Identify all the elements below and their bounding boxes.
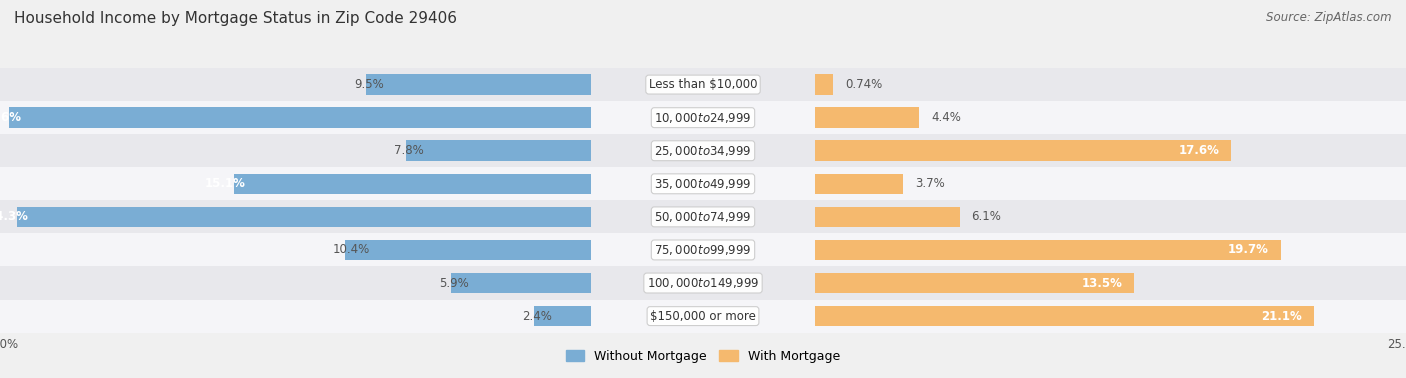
- Text: 24.6%: 24.6%: [0, 111, 21, 124]
- Bar: [815, 306, 1313, 326]
- Bar: [451, 273, 591, 293]
- Text: 19.7%: 19.7%: [1227, 243, 1270, 256]
- Bar: [591, 167, 815, 200]
- Text: 4.4%: 4.4%: [931, 111, 962, 124]
- Bar: [591, 200, 815, 234]
- Bar: [591, 134, 815, 167]
- Text: 17.6%: 17.6%: [1178, 144, 1219, 157]
- Bar: [815, 234, 1406, 266]
- Bar: [815, 74, 832, 95]
- Text: $75,000 to $99,999: $75,000 to $99,999: [654, 243, 752, 257]
- Bar: [0, 234, 591, 266]
- Bar: [815, 207, 959, 227]
- Bar: [0, 167, 591, 200]
- Text: 2.4%: 2.4%: [522, 310, 553, 322]
- Text: $150,000 or more: $150,000 or more: [650, 310, 756, 322]
- Text: $35,000 to $49,999: $35,000 to $49,999: [654, 177, 752, 191]
- Text: 13.5%: 13.5%: [1081, 277, 1122, 290]
- Bar: [0, 200, 591, 234]
- Bar: [815, 101, 1406, 134]
- Text: $100,000 to $149,999: $100,000 to $149,999: [647, 276, 759, 290]
- Bar: [0, 266, 591, 299]
- Bar: [406, 141, 591, 161]
- Bar: [815, 167, 1406, 200]
- Text: $50,000 to $74,999: $50,000 to $74,999: [654, 210, 752, 224]
- Bar: [815, 240, 1281, 260]
- Bar: [366, 74, 591, 95]
- Text: 21.1%: 21.1%: [1261, 310, 1302, 322]
- Bar: [591, 68, 815, 101]
- Text: Household Income by Mortgage Status in Zip Code 29406: Household Income by Mortgage Status in Z…: [14, 11, 457, 26]
- Text: 6.1%: 6.1%: [972, 211, 1001, 223]
- Bar: [0, 134, 591, 167]
- Bar: [591, 299, 815, 333]
- Text: 9.5%: 9.5%: [354, 78, 384, 91]
- Bar: [815, 266, 1406, 299]
- Bar: [0, 299, 591, 333]
- Bar: [815, 68, 1406, 101]
- Text: Less than $10,000: Less than $10,000: [648, 78, 758, 91]
- Bar: [591, 101, 815, 134]
- Bar: [815, 141, 1232, 161]
- Text: 0.74%: 0.74%: [845, 78, 882, 91]
- Bar: [815, 299, 1406, 333]
- Text: 3.7%: 3.7%: [915, 177, 945, 190]
- Bar: [534, 306, 591, 326]
- Bar: [815, 273, 1135, 293]
- Text: 15.1%: 15.1%: [205, 177, 246, 190]
- Bar: [0, 101, 591, 134]
- Bar: [0, 68, 591, 101]
- Bar: [815, 134, 1406, 167]
- Bar: [17, 207, 591, 227]
- Bar: [815, 200, 1406, 234]
- Text: 24.3%: 24.3%: [0, 211, 28, 223]
- Text: $10,000 to $24,999: $10,000 to $24,999: [654, 111, 752, 125]
- Text: 10.4%: 10.4%: [333, 243, 370, 256]
- Bar: [591, 234, 815, 266]
- Bar: [591, 266, 815, 299]
- Text: Source: ZipAtlas.com: Source: ZipAtlas.com: [1267, 11, 1392, 24]
- Bar: [815, 107, 920, 128]
- Legend: Without Mortgage, With Mortgage: Without Mortgage, With Mortgage: [561, 345, 845, 368]
- Bar: [10, 107, 591, 128]
- Bar: [815, 174, 903, 194]
- Text: 5.9%: 5.9%: [439, 277, 470, 290]
- Text: 7.8%: 7.8%: [395, 144, 425, 157]
- Bar: [344, 240, 591, 260]
- Bar: [233, 174, 591, 194]
- Text: $25,000 to $34,999: $25,000 to $34,999: [654, 144, 752, 158]
